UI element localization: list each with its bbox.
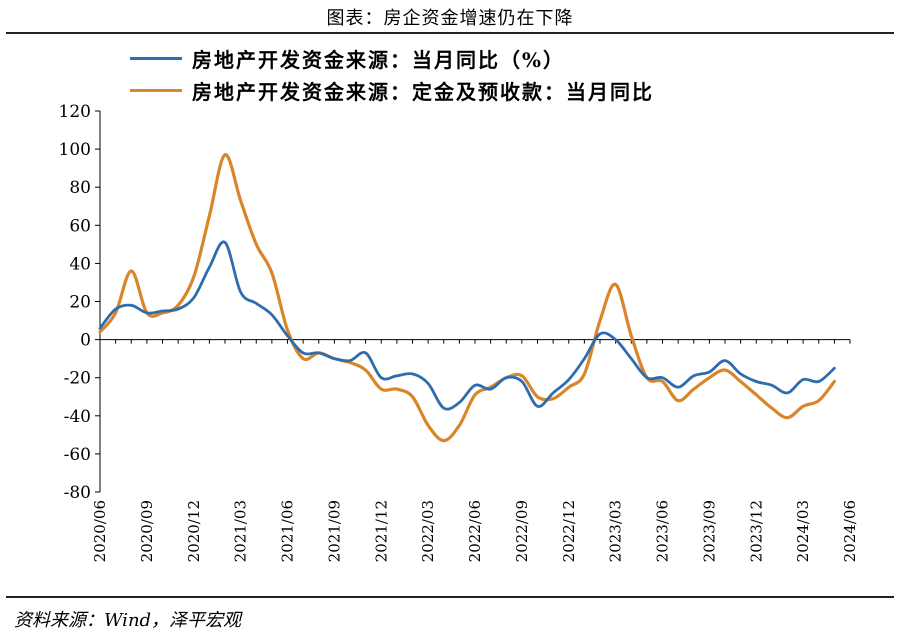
series-line-total-funding xyxy=(98,240,836,411)
legend-item-deposits: 房地产开发资金来源：定金及预收款：当月同比 xyxy=(130,74,654,106)
x-tick-label: 2023/09 xyxy=(700,500,718,562)
chart-legend: 房地产开发资金来源：当月同比（%） 房地产开发资金来源：定金及预收款：当月同比 xyxy=(130,42,654,106)
x-tick-label: 2020/06 xyxy=(91,500,109,562)
y-tick-label: 20 xyxy=(69,293,91,313)
x-tick-label: 2022/03 xyxy=(419,500,437,562)
x-tick-label: 2022/09 xyxy=(513,500,531,562)
x-tick-label: 2023/12 xyxy=(747,500,765,562)
legend-item-total-funding: 房地产开发资金来源：当月同比（%） xyxy=(130,42,654,74)
x-tick-label: 2023/06 xyxy=(654,500,672,562)
y-tick-label: 40 xyxy=(69,254,91,274)
y-tick-label: -40 xyxy=(64,407,91,427)
x-tick-label: 2021/12 xyxy=(372,500,390,562)
x-tick-label: 2020/12 xyxy=(185,500,203,562)
source-note: 资料来源：Wind，泽平宏观 xyxy=(14,610,242,631)
y-tick-label: 100 xyxy=(59,140,91,160)
x-tick-label: 2021/03 xyxy=(232,500,250,562)
x-tick-label: 2023/03 xyxy=(607,500,625,562)
x-tick-label: 2021/09 xyxy=(325,500,343,562)
legend-label-deposits: 房地产开发资金来源：定金及预收款：当月同比 xyxy=(192,79,654,104)
legend-swatch-total-funding xyxy=(130,56,182,60)
x-tick-label: 2020/09 xyxy=(138,500,156,562)
x-tick-label: 2024/03 xyxy=(794,500,812,562)
y-tick-label: 80 xyxy=(69,178,91,198)
y-tick-label: 120 xyxy=(59,102,91,122)
page-title: 图表：房企资金增速仍在下降 xyxy=(326,8,574,29)
y-tick-label: 60 xyxy=(69,216,91,236)
x-tick-label: 2022/12 xyxy=(560,500,578,562)
y-tick-label: 0 xyxy=(80,331,91,351)
top-rule xyxy=(6,32,894,34)
x-tick-label: 2022/06 xyxy=(466,500,484,562)
y-tick-label: -60 xyxy=(64,445,91,465)
legend-label-total-funding: 房地产开发资金来源：当月同比（%） xyxy=(192,47,566,72)
series-line-deposits xyxy=(98,153,836,443)
x-tick-label: 2021/06 xyxy=(279,500,297,562)
y-tick-label: -80 xyxy=(64,483,91,503)
legend-swatch-deposits xyxy=(130,88,182,92)
bottom-rule xyxy=(6,596,894,598)
x-tick-label: 2024/06 xyxy=(841,500,859,562)
y-tick-label: -20 xyxy=(64,369,91,389)
